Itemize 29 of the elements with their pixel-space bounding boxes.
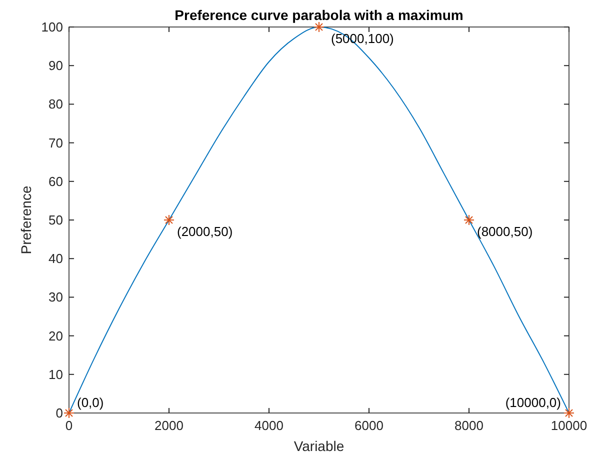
y-tick-label: 80 — [48, 96, 63, 112]
y-tick-label: 50 — [48, 212, 63, 228]
y-tick-label: 30 — [48, 290, 63, 305]
y-tick-label: 70 — [48, 135, 63, 150]
x-tick-label: 10000 — [550, 418, 588, 433]
x-tick-label: 2000 — [154, 418, 184, 433]
x-axis-title: Variable — [294, 438, 344, 454]
y-tick-label: 100 — [41, 20, 63, 34]
y-tick-label: 60 — [48, 174, 63, 189]
annotation: (8000,50) — [477, 224, 533, 239]
point — [164, 214, 174, 226]
x-tick-label: 4000 — [254, 418, 284, 433]
annotation: (0,0) — [77, 395, 104, 410]
point — [64, 408, 74, 418]
point — [564, 408, 574, 418]
line-series — [68, 26, 570, 414]
y-tick-label: 90 — [48, 58, 63, 74]
y-tick-label: 20 — [48, 328, 63, 344]
x-tick-label: 0 — [65, 418, 73, 433]
x-tick-label: 8000 — [454, 418, 484, 433]
annotation: (2000,50) — [177, 224, 233, 239]
y-tick-label: 10 — [48, 366, 63, 382]
chart-title: Preference curve parabola with a maximum — [174, 7, 464, 23]
point — [464, 214, 474, 226]
y-tick-label: 0 — [56, 406, 63, 420]
annotation: (10000,0) — [505, 395, 561, 410]
y-axis-title: Preference — [18, 186, 34, 254]
y-tick-label: 40 — [48, 251, 63, 266]
x-tick-label: 6000 — [354, 418, 384, 433]
